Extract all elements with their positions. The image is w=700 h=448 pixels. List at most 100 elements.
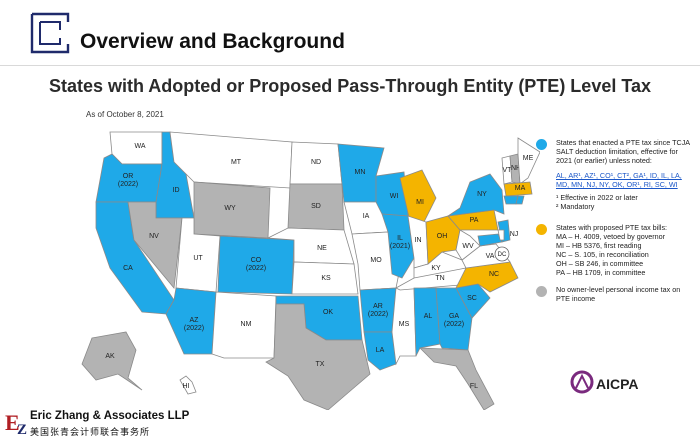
state-label-hi: HI xyxy=(183,383,190,390)
state-fl: FL xyxy=(418,347,495,411)
header-divider xyxy=(0,65,700,66)
state-label-ak: AK xyxy=(105,353,115,360)
state-al: AL xyxy=(413,287,441,357)
state-label-ky: KY xyxy=(431,265,441,272)
as-of-date: As of October 8, 2021 xyxy=(86,110,164,119)
state-ar: AR (2022) xyxy=(359,287,397,333)
state-label-ma: MA xyxy=(515,185,526,192)
state-label-nc: NC xyxy=(489,271,499,278)
state-nm: NM xyxy=(211,291,277,359)
state-shape-ma xyxy=(503,181,533,197)
state-tx: TX xyxy=(265,303,371,411)
state-ny: NY xyxy=(447,173,505,217)
state-label-mo: MO xyxy=(370,257,382,264)
state-shape-me xyxy=(517,137,541,185)
state-shape-al xyxy=(413,287,441,357)
state-label-ca: CA xyxy=(123,265,133,272)
state-md xyxy=(477,233,503,247)
firm-name: Eric Zhang & Associates LLP xyxy=(30,410,190,422)
state-ks: KS xyxy=(291,261,359,295)
state-ri xyxy=(515,195,525,205)
state-label-mi: MI xyxy=(416,199,424,206)
legend-enacted: States that enacted a PTE tax since TCJA… xyxy=(532,138,692,211)
svg-text:Z: Z xyxy=(17,422,27,436)
state-shape-tx xyxy=(265,303,371,411)
proposed-swatch xyxy=(536,224,547,235)
state-label-nd: ND xyxy=(311,159,321,166)
state-shape-wv xyxy=(455,229,481,261)
state-label-ks: KS xyxy=(321,275,331,282)
state-label-wa: WA xyxy=(134,143,145,150)
state-ak: AK xyxy=(81,331,143,391)
state-label-ny: NY xyxy=(477,191,487,198)
state-wy: WY xyxy=(193,181,271,239)
state-label-ok: OK xyxy=(323,309,333,316)
state-label-dc: DC xyxy=(498,252,507,258)
state-label-fl: FL xyxy=(470,383,478,390)
state-dc: DC xyxy=(494,246,510,262)
legend-bill-mi[interactable]: MI – HB 5376, first reading xyxy=(556,241,642,250)
state-label-ga: GA (2022) xyxy=(444,313,464,328)
state-label-nm: NM xyxy=(241,321,252,328)
state-label-pa: PA xyxy=(470,217,479,224)
legend-enacted-states[interactable]: AL, AR¹, AZ¹, CO¹, CT², GA¹, ID, IL, LA,… xyxy=(556,171,682,189)
state-label-me: ME xyxy=(523,155,534,162)
state-me: ME xyxy=(517,137,541,185)
state-shape-ri xyxy=(515,195,525,205)
state-de xyxy=(497,229,505,241)
state-shape-mi xyxy=(399,169,437,227)
aicpa-logo-text: AICPA xyxy=(596,376,639,392)
state-label-co: CO (2022) xyxy=(246,257,266,272)
state-sd: SD xyxy=(287,183,345,231)
state-label-nj: NJ xyxy=(510,231,519,238)
enacted-swatch xyxy=(536,139,547,150)
state-shape-ks xyxy=(291,261,359,295)
state-label-nh: NH xyxy=(511,165,521,172)
state-shape-ak xyxy=(81,331,143,391)
legend-note-2: ² Mandatory xyxy=(556,202,595,211)
state-shape-md xyxy=(477,233,503,247)
legend-no-tax: No owner-level personal income tax on PT… xyxy=(532,285,692,303)
state-shape-la xyxy=(363,331,397,371)
legend-proposed-text: States with proposed PTE tax bills: xyxy=(556,223,668,232)
legend-enacted-text: States that enacted a PTE tax since TCJA… xyxy=(556,138,690,165)
legend-no-tax-text: No owner-level personal income tax on PT… xyxy=(556,285,681,303)
legend-bill-oh[interactable]: OH – SB 246, in committee xyxy=(556,259,644,268)
state-label-vt: VT xyxy=(503,167,513,174)
state-label-ne: NE xyxy=(317,245,327,252)
state-shape-fl xyxy=(418,347,495,411)
state-label-ar: AR (2022) xyxy=(368,303,388,318)
state-label-wy: WY xyxy=(224,205,236,212)
state-label-or: OR (2022) xyxy=(118,173,138,188)
state-ma: MA xyxy=(503,181,533,197)
state-hi: HI xyxy=(179,375,197,395)
state-label-tn: TN xyxy=(435,275,444,282)
state-ms: MS xyxy=(391,287,417,366)
state-shape-de xyxy=(497,229,505,241)
state-mi: MI xyxy=(399,169,437,227)
state-label-in: IN xyxy=(415,237,422,244)
legend-bill-ma[interactable]: MA – H. 4009, vetoed by governor xyxy=(556,232,666,241)
e-bracket-logo xyxy=(30,12,70,54)
state-label-mn: MN xyxy=(355,169,366,176)
state-label-ut: UT xyxy=(193,255,203,262)
state-nd: ND xyxy=(289,141,343,185)
no-tax-swatch xyxy=(536,286,547,297)
state-label-sc: SC xyxy=(467,295,477,302)
legend-bill-nc[interactable]: NC – S. 105, in reconciliation xyxy=(556,250,649,259)
state-label-id: ID xyxy=(173,187,180,194)
page-title: Overview and Background xyxy=(80,30,345,53)
aicpa-logo-icon xyxy=(570,370,594,394)
state-label-il: IL (2021) xyxy=(390,235,410,250)
state-label-va: VA xyxy=(486,253,495,260)
us-pte-map: WA OR (2022) CA ID NV MT WY UT AZ (2022) CO (2022) NM… xyxy=(70,118,541,411)
state-shape-ar xyxy=(359,287,397,333)
state-label-wi: WI xyxy=(390,193,399,200)
legend-bill-pa[interactable]: PA – HB 1709, in committee xyxy=(556,268,646,277)
legend-proposed: States with proposed PTE tax bills: MA –… xyxy=(532,223,692,277)
slide-title: States with Adopted or Proposed Pass-Thr… xyxy=(48,76,652,96)
state-shape-nm xyxy=(211,291,277,359)
legend-note-1: ¹ Effective in 2022 or later xyxy=(556,193,638,202)
firm-name-chinese: 美国张青会计师联合事务所 xyxy=(30,427,151,437)
state-label-al: AL xyxy=(424,313,433,320)
